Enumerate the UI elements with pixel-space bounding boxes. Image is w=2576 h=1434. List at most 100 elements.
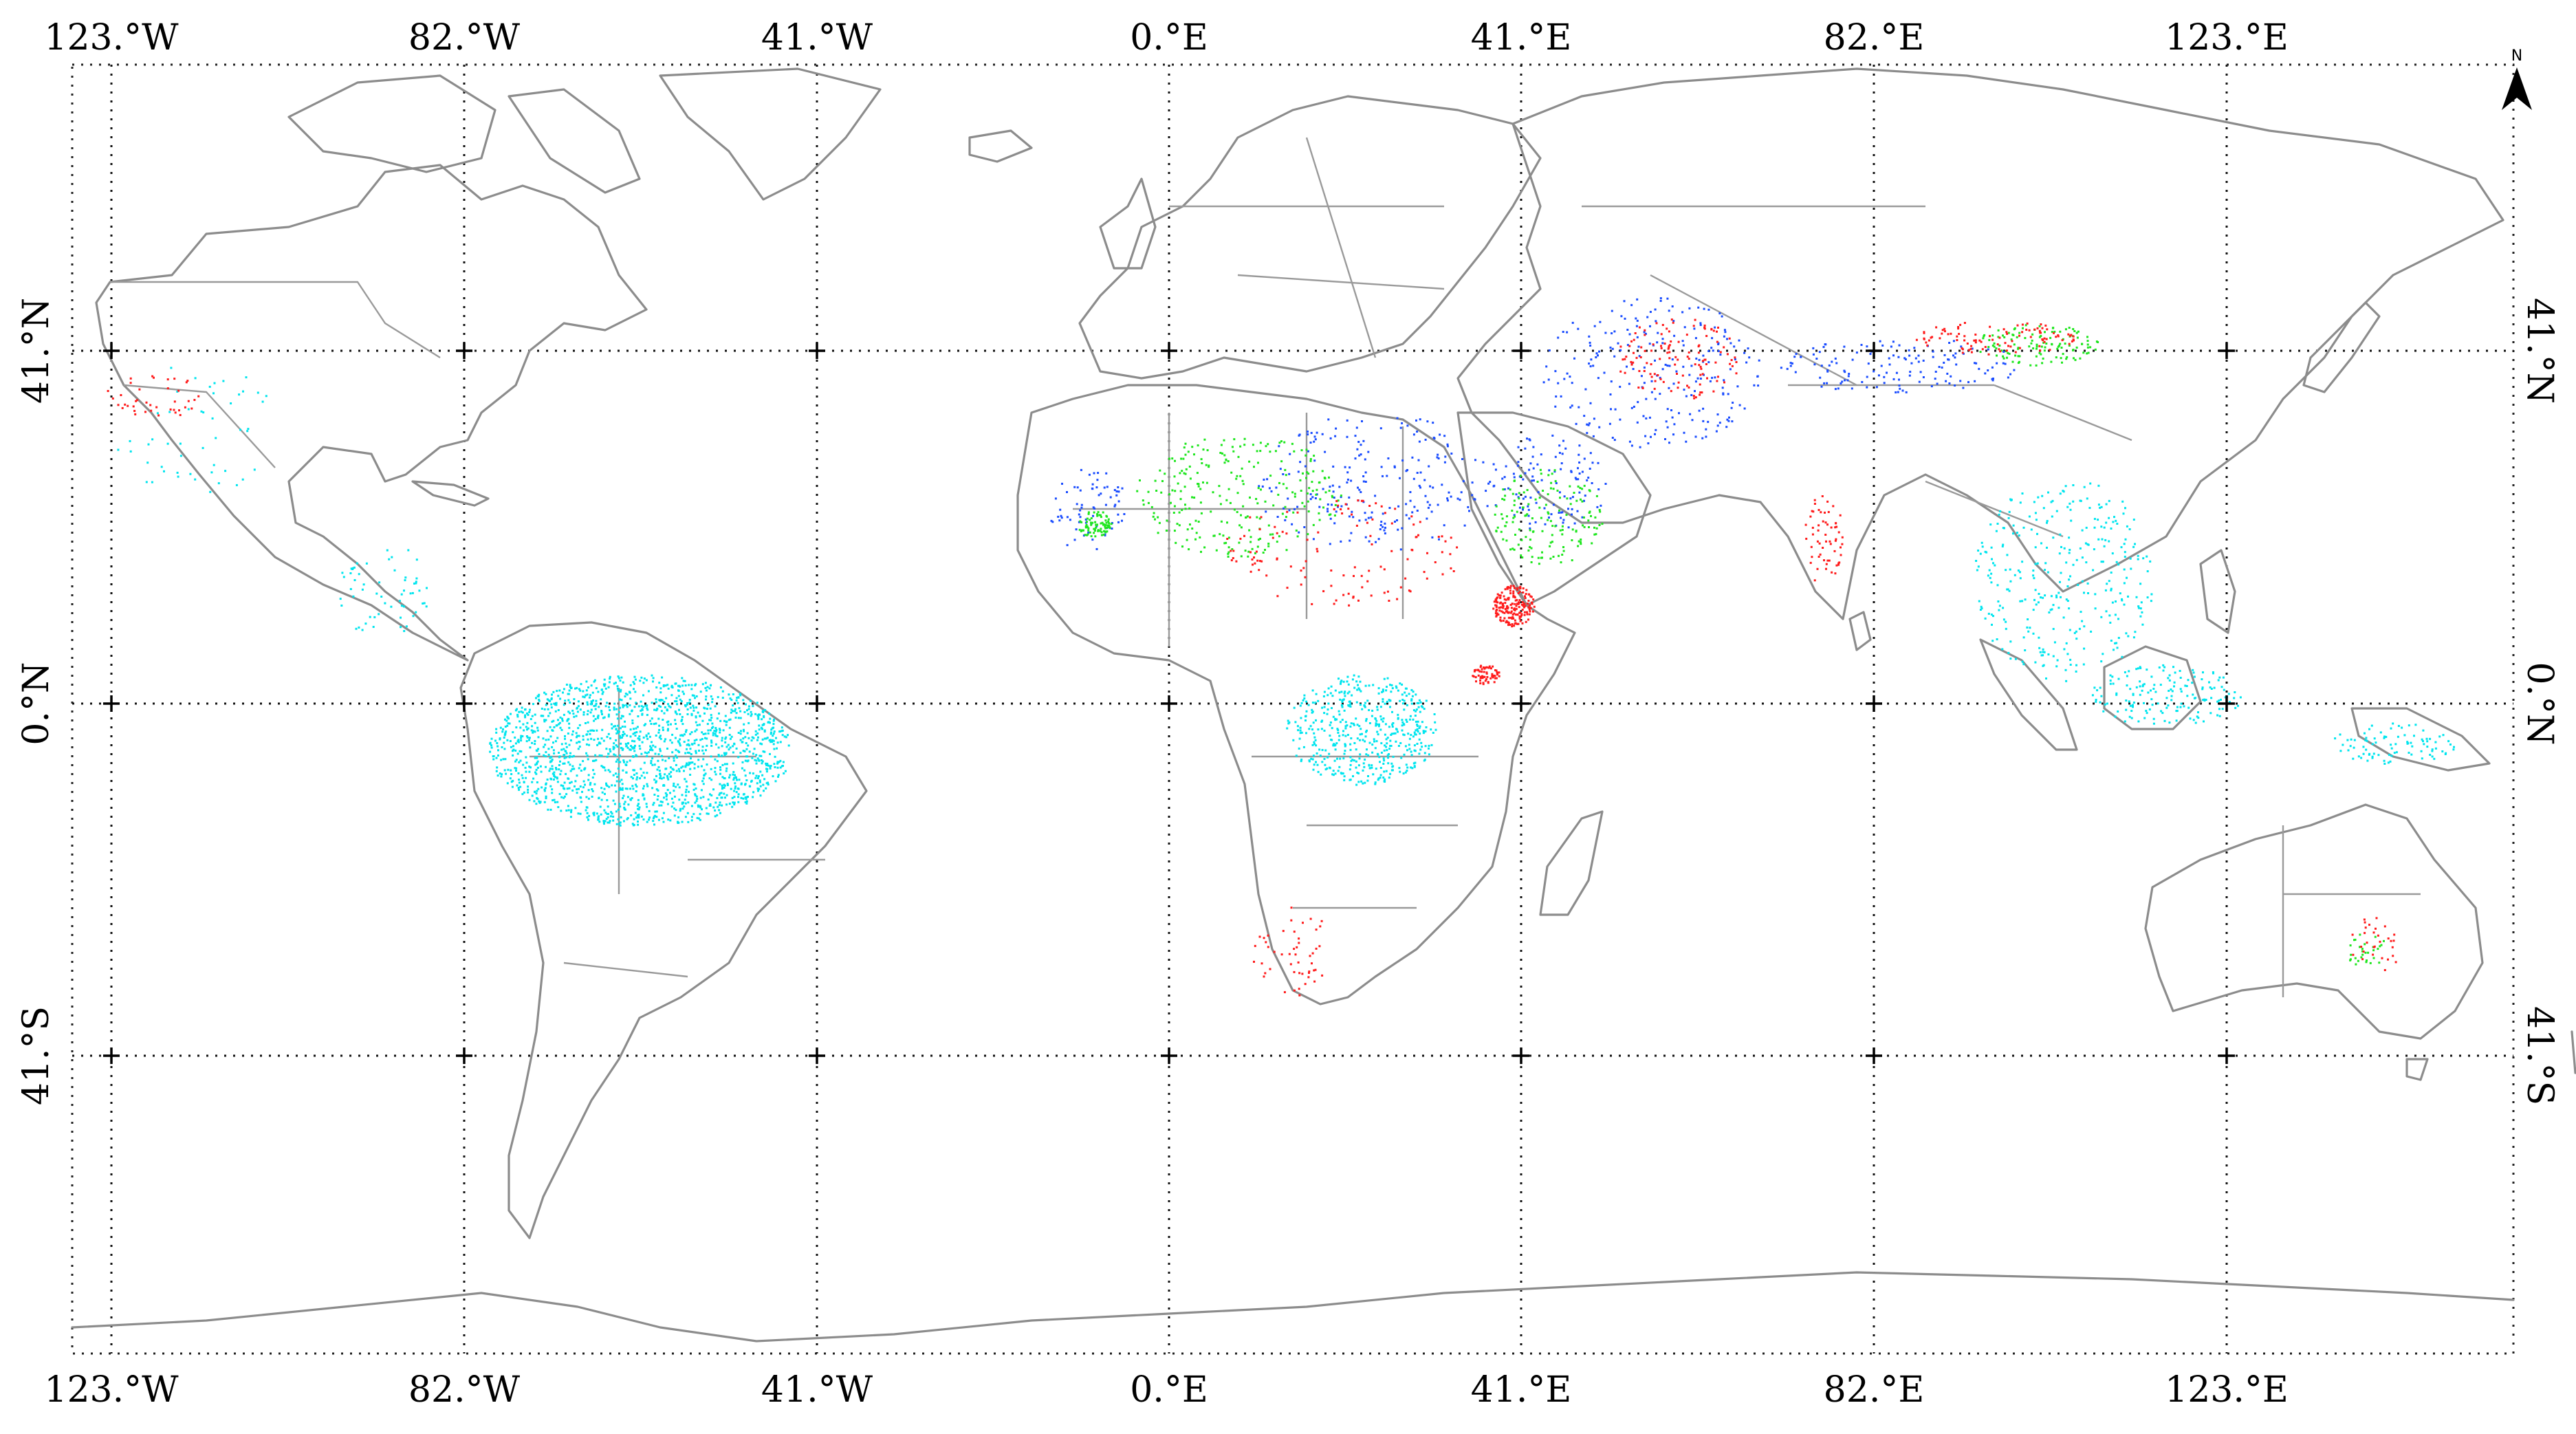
data-point	[2121, 655, 2124, 658]
data-point	[520, 739, 523, 742]
data-point	[2100, 695, 2103, 697]
data-point	[594, 754, 597, 757]
data-point	[1834, 539, 1837, 542]
data-point	[1338, 739, 1340, 741]
data-point	[1393, 465, 1396, 468]
data-point	[2209, 686, 2212, 688]
data-point	[1110, 523, 1113, 525]
data-point	[1714, 376, 1716, 379]
data-point	[1350, 479, 1353, 482]
data-point	[1197, 444, 1199, 447]
data-point	[666, 748, 668, 750]
data-point	[1361, 420, 1363, 422]
data-point	[776, 766, 779, 769]
data-point	[230, 402, 232, 404]
data-point	[734, 782, 736, 785]
data-point	[735, 791, 738, 794]
data-point	[574, 687, 576, 690]
data-point	[1998, 348, 2000, 351]
data-point	[1301, 501, 1304, 504]
data-point	[603, 716, 606, 719]
data-point	[2173, 681, 2176, 684]
data-point	[2210, 697, 2213, 699]
data-point	[2069, 575, 2071, 578]
data-point	[1979, 609, 1982, 611]
data-point	[1096, 513, 1098, 516]
data-point	[1231, 548, 1234, 550]
data-point	[1405, 470, 1408, 472]
data-point	[1355, 760, 1357, 763]
data-point	[1846, 379, 1849, 382]
data-point	[553, 726, 556, 728]
data-point	[756, 702, 758, 704]
data-point	[2452, 748, 2455, 751]
data-point	[520, 735, 523, 737]
data-point	[577, 748, 580, 750]
data-point	[1423, 479, 1426, 481]
data-point	[618, 677, 620, 680]
data-point	[733, 796, 736, 799]
data-point	[1168, 493, 1171, 496]
data-point	[1819, 553, 1822, 556]
data-point	[1456, 546, 1459, 549]
data-point	[1485, 672, 1488, 675]
data-point	[1338, 710, 1340, 713]
data-point	[496, 742, 499, 744]
data-point	[745, 748, 748, 750]
data-point	[2433, 757, 2436, 760]
data-point	[1362, 782, 1364, 785]
data-point	[560, 743, 563, 746]
data-point	[1418, 752, 1421, 755]
data-point	[756, 777, 759, 779]
data-point	[766, 763, 769, 765]
data-point	[648, 816, 651, 819]
data-point	[571, 730, 574, 732]
data-point	[1646, 316, 1649, 318]
data-point	[1353, 674, 1355, 677]
data-point	[1719, 354, 1722, 356]
data-point	[1703, 358, 1706, 361]
data-point	[758, 713, 760, 716]
data-point	[526, 728, 528, 731]
data-point	[1227, 460, 1230, 463]
data-point	[1542, 381, 1545, 384]
data-point	[539, 765, 542, 768]
data-point	[1563, 495, 1566, 498]
data-point	[2174, 671, 2176, 674]
data-point	[1392, 765, 1395, 768]
data-point	[1341, 706, 1344, 708]
data-point	[1997, 336, 2000, 338]
data-point	[1978, 339, 1981, 342]
data-point	[721, 739, 723, 742]
data-point	[415, 558, 418, 561]
data-point	[2100, 660, 2103, 663]
data-point	[1154, 518, 1156, 521]
data-point	[1093, 528, 1095, 530]
data-point	[1697, 306, 1700, 309]
data-point	[725, 763, 728, 765]
data-point	[714, 815, 717, 818]
data-point	[552, 799, 554, 802]
data-point	[2090, 630, 2093, 633]
data-point	[2042, 596, 2044, 599]
data-point	[2423, 743, 2425, 746]
data-point	[1654, 308, 1657, 311]
data-point	[1681, 374, 1684, 377]
data-point	[1532, 446, 1535, 448]
data-point	[1700, 367, 1703, 370]
data-point	[570, 686, 573, 689]
data-point	[763, 729, 766, 732]
data-point	[1168, 457, 1170, 460]
data-point	[2413, 735, 2415, 737]
data-point	[2116, 523, 2119, 525]
data-point	[2127, 595, 2129, 598]
data-point	[1522, 587, 1525, 589]
data-point	[1331, 707, 1333, 709]
data-point	[536, 798, 539, 801]
data-point	[553, 752, 556, 754]
data-point	[661, 801, 664, 803]
data-point	[1571, 539, 1573, 541]
data-point	[624, 695, 626, 697]
data-point	[634, 735, 637, 737]
data-point	[546, 730, 549, 732]
